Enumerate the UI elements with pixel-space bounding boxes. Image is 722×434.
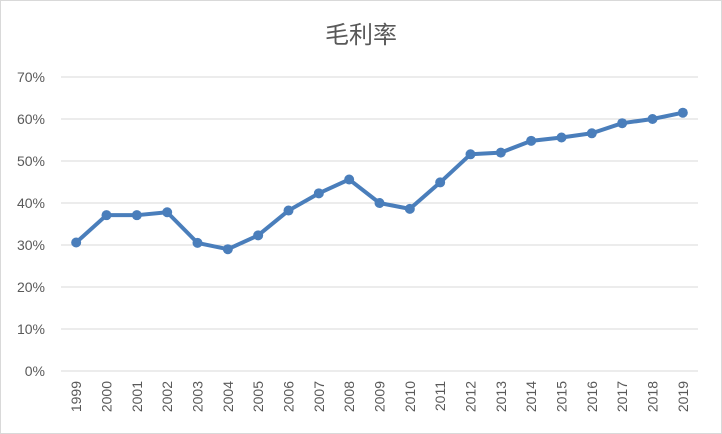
data-point xyxy=(313,188,324,199)
x-tick-label: 2009 xyxy=(372,381,388,412)
x-tick-label: 2008 xyxy=(341,381,357,412)
x-tick-label: 2006 xyxy=(281,381,297,412)
data-point xyxy=(344,174,355,185)
y-tick-label: 40% xyxy=(17,195,45,211)
y-tick-label: 20% xyxy=(17,279,45,295)
x-tick-label: 1999 xyxy=(68,381,84,412)
series-group xyxy=(71,107,688,255)
data-point xyxy=(222,244,233,255)
data-point xyxy=(162,207,173,218)
y-tick-label: 30% xyxy=(17,237,45,253)
x-axis: 1999 2000 2001 2002 2003 2004 2005 2006 2007 2008… xyxy=(68,381,691,412)
data-point xyxy=(617,118,628,129)
data-point xyxy=(586,128,597,139)
x-tick-label: 2005 xyxy=(250,381,266,412)
x-tick-label: 2011 xyxy=(432,381,448,411)
data-point xyxy=(526,135,537,146)
y-tick-label: 60% xyxy=(17,111,45,127)
data-point xyxy=(677,107,688,118)
x-tick-label: 2012 xyxy=(463,381,479,412)
x-tick-label: 2016 xyxy=(584,381,600,412)
chart-title: 毛利率 xyxy=(325,21,397,49)
data-point xyxy=(283,205,294,216)
data-point xyxy=(253,230,264,241)
gridlines xyxy=(61,76,698,372)
data-point xyxy=(131,210,142,221)
x-tick-label: 2004 xyxy=(220,381,236,412)
data-point xyxy=(71,237,82,248)
x-tick-label: 2000 xyxy=(99,381,115,412)
data-point xyxy=(495,147,506,158)
y-tick-label: 50% xyxy=(17,153,45,169)
data-point xyxy=(435,177,446,188)
x-tick-label: 2010 xyxy=(402,381,418,412)
x-tick-label: 2003 xyxy=(190,381,206,412)
y-tick-label: 10% xyxy=(17,321,45,337)
data-point xyxy=(647,114,658,124)
x-tick-label: 2007 xyxy=(311,381,327,412)
data-point xyxy=(374,198,385,208)
x-tick-label: 2015 xyxy=(554,381,570,412)
data-point xyxy=(556,132,567,143)
y-axis: 0% 10% 20% 30% 40% 50% 60% 70% xyxy=(17,69,45,379)
x-tick-label: 2018 xyxy=(645,381,661,412)
data-point xyxy=(465,149,476,160)
data-point xyxy=(404,203,415,214)
data-point xyxy=(101,210,112,221)
data-point xyxy=(192,237,203,248)
x-tick-label: 2001 xyxy=(129,381,145,412)
y-tick-label: 70% xyxy=(17,69,45,85)
y-tick-label: 0% xyxy=(25,363,45,379)
x-tick-label: 2014 xyxy=(523,381,539,412)
x-tick-label: 2019 xyxy=(675,381,691,412)
x-tick-label: 2013 xyxy=(493,381,509,412)
x-tick-label: 2017 xyxy=(614,381,630,412)
x-tick-label: 2002 xyxy=(159,381,175,412)
